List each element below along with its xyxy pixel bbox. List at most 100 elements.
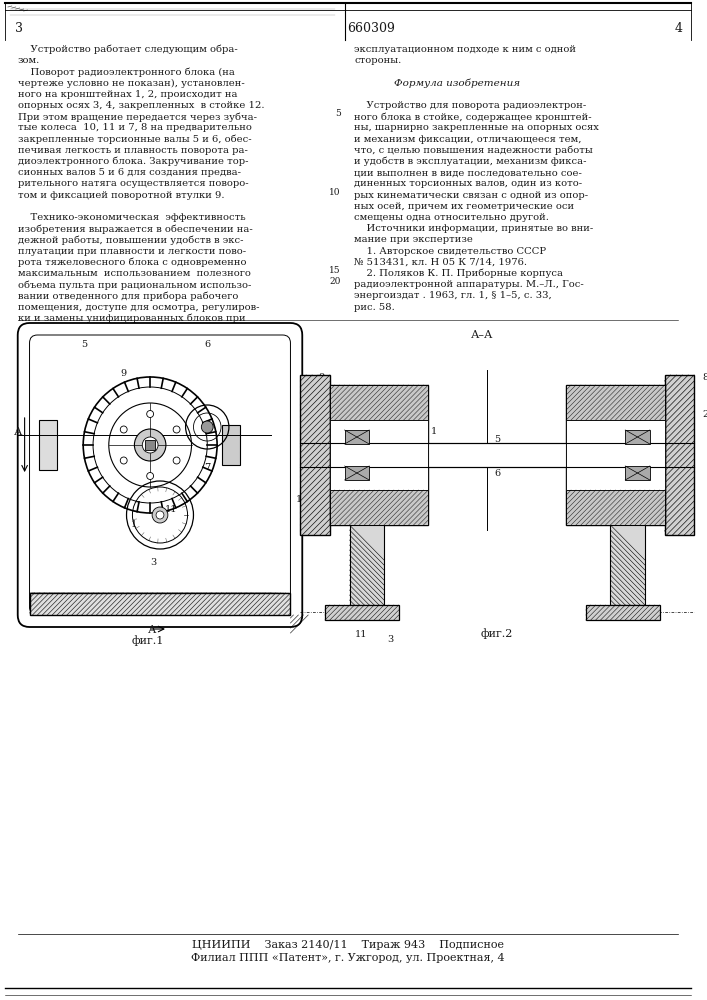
Text: Филиал ППП «Патент», г. Ужгород, ул. Проектная, 4: Филиал ППП «Патент», г. Ужгород, ул. Про… bbox=[191, 953, 504, 963]
Text: 3: 3 bbox=[15, 22, 23, 35]
Text: вании отведенного для прибора рабочего: вании отведенного для прибора рабочего bbox=[18, 291, 238, 301]
Text: 8: 8 bbox=[702, 373, 707, 382]
Bar bbox=[566, 420, 665, 490]
Text: 2: 2 bbox=[702, 410, 707, 419]
Bar bbox=[625, 466, 650, 480]
Text: 11: 11 bbox=[165, 505, 177, 514]
Text: эксплуатационном подходе к ним с одной: эксплуатационном подходе к ним с одной bbox=[354, 45, 576, 54]
Text: 6: 6 bbox=[494, 469, 501, 478]
Circle shape bbox=[152, 507, 168, 523]
Text: 10: 10 bbox=[310, 440, 322, 449]
Text: Устройство для поворота радиоэлектрон-: Устройство для поворота радиоэлектрон- bbox=[354, 101, 587, 110]
Text: радиоэлектронной аппаратуры. М.–Л., Гос-: радиоэлектронной аппаратуры. М.–Л., Гос- bbox=[354, 280, 584, 289]
Text: 5: 5 bbox=[81, 340, 88, 349]
Text: тые колеса  10, 11 и 7, 8 на предварительно: тые колеса 10, 11 и 7, 8 на предваритель… bbox=[18, 123, 252, 132]
Text: 10: 10 bbox=[225, 430, 238, 439]
Text: смещены одна относительно другой.: смещены одна относительно другой. bbox=[354, 213, 549, 222]
Text: опорных осях 3, 4, закрепленных  в стойке 12.: опорных осях 3, 4, закрепленных в стойке… bbox=[18, 101, 264, 110]
Text: объема пульта при рациональном использо-: объема пульта при рациональном использо- bbox=[18, 280, 251, 290]
Text: рис. 58.: рис. 58. bbox=[354, 303, 395, 312]
Text: печивая легкость и плавность поворота ра-: печивая легкость и плавность поворота ра… bbox=[18, 146, 247, 155]
Text: сионных валов 5 и 6 для создания предва-: сионных валов 5 и 6 для создания предва- bbox=[18, 168, 240, 177]
Text: O₁: O₁ bbox=[630, 450, 641, 459]
Bar bbox=[586, 605, 660, 620]
Text: 3: 3 bbox=[150, 558, 156, 567]
Bar bbox=[566, 490, 665, 525]
Text: что, с целью повышения надежности работы: что, с целью повышения надежности работы bbox=[354, 146, 593, 155]
Text: диненных торсионных валов, один из кото-: диненных торсионных валов, один из кото- bbox=[354, 179, 583, 188]
Text: ны, шарнирно закрепленные на опорных осях: ны, шарнирно закрепленные на опорных ося… bbox=[354, 123, 600, 132]
Text: изобретения выражается в обеспечении на-: изобретения выражается в обеспечении на- bbox=[18, 224, 252, 234]
Bar bbox=[344, 466, 369, 480]
Bar bbox=[325, 605, 399, 620]
Text: ки и замены унифицированных блоков при: ки и замены унифицированных блоков при bbox=[18, 314, 245, 323]
Circle shape bbox=[201, 421, 214, 433]
Text: максимальным  использованием  полезного: максимальным использованием полезного bbox=[18, 269, 250, 278]
Text: фиг.2: фиг.2 bbox=[481, 628, 513, 639]
Bar bbox=[330, 420, 428, 490]
Text: Формула изобретения: Формула изобретения bbox=[394, 79, 520, 88]
Text: 660309: 660309 bbox=[348, 22, 395, 35]
Text: 7: 7 bbox=[655, 420, 661, 429]
Text: 5: 5 bbox=[494, 435, 501, 444]
Text: O₁: O₁ bbox=[359, 450, 370, 459]
Text: закрепленные торсионные валы 5 и 6, обес-: закрепленные торсионные валы 5 и 6, обес… bbox=[18, 135, 252, 144]
Bar bbox=[40, 420, 57, 470]
Text: 10: 10 bbox=[329, 188, 341, 197]
Bar bbox=[566, 385, 665, 420]
Text: Технико-экономическая  эффективность: Технико-экономическая эффективность bbox=[18, 213, 245, 222]
Text: фиг.1: фиг.1 bbox=[132, 635, 164, 646]
Text: и механизм фиксации, отличающееся тем,: и механизм фиксации, отличающееся тем, bbox=[354, 135, 582, 144]
Bar bbox=[566, 385, 665, 525]
Text: 9: 9 bbox=[121, 369, 127, 378]
Text: 1: 1 bbox=[431, 427, 438, 436]
Circle shape bbox=[142, 437, 158, 453]
Text: том и фиксацией поворотной втулки 9.: том и фиксацией поворотной втулки 9. bbox=[18, 191, 224, 200]
Text: 4: 4 bbox=[653, 605, 659, 614]
Bar bbox=[625, 430, 650, 444]
Text: 5: 5 bbox=[335, 109, 341, 118]
Text: А: А bbox=[13, 427, 22, 437]
Text: А–А: А–А bbox=[472, 330, 493, 340]
Bar bbox=[665, 375, 694, 535]
Text: зом.: зом. bbox=[18, 56, 40, 65]
Text: плуатации при плавности и легкости пово-: плуатации при плавности и легкости пово- bbox=[18, 247, 246, 256]
Bar bbox=[344, 430, 369, 444]
Text: стороны.: стороны. bbox=[354, 56, 402, 65]
Text: 7: 7 bbox=[204, 463, 211, 472]
Text: 3: 3 bbox=[387, 635, 393, 644]
Bar bbox=[30, 593, 291, 615]
Text: 0: 0 bbox=[344, 609, 351, 618]
Text: рых кинематически связан с одной из опор-: рых кинематически связан с одной из опор… bbox=[354, 191, 588, 200]
Text: ного блока в стойке, содержащее кронштей-: ного блока в стойке, содержащее кронштей… bbox=[354, 112, 592, 122]
Circle shape bbox=[147, 473, 153, 480]
Text: ции выполнен в виде последовательно сое-: ции выполнен в виде последовательно сое- bbox=[354, 168, 583, 177]
Text: 15: 15 bbox=[329, 266, 341, 275]
Text: помещения, доступе для осмотра, регулиров-: помещения, доступе для осмотра, регулиро… bbox=[18, 303, 259, 312]
Bar bbox=[349, 525, 384, 605]
Text: дежной работы, повышении удобств в экс-: дежной работы, повышении удобств в экс- bbox=[18, 235, 243, 245]
Text: рительного натяга осуществляется поворо-: рительного натяга осуществляется поворо- bbox=[18, 179, 248, 188]
Text: и удобств в эксплуатации, механизм фикса-: и удобств в эксплуатации, механизм фикса… bbox=[354, 157, 587, 166]
Text: диоэлектронного блока. Закручивание тор-: диоэлектронного блока. Закручивание тор- bbox=[18, 157, 248, 166]
Text: чертеже условно не показан), установлен-: чертеже условно не показан), установлен- bbox=[18, 79, 245, 88]
Text: 9: 9 bbox=[318, 373, 324, 382]
Text: А: А bbox=[148, 625, 156, 635]
Text: 1: 1 bbox=[131, 520, 136, 529]
Bar bbox=[428, 443, 566, 467]
Circle shape bbox=[173, 457, 180, 464]
Bar bbox=[610, 525, 645, 605]
Text: Устройство работает следующим обра-: Устройство работает следующим обра- bbox=[18, 45, 238, 54]
Circle shape bbox=[120, 457, 127, 464]
Circle shape bbox=[173, 426, 180, 433]
Bar bbox=[330, 490, 428, 525]
Text: 0: 0 bbox=[283, 609, 288, 618]
Bar bbox=[222, 425, 240, 465]
Circle shape bbox=[156, 511, 164, 519]
Text: мание при экспертизе: мание при экспертизе bbox=[354, 235, 473, 244]
Text: ЦНИИПИ    Заказ 2140/11    Тираж 943    Подписное: ЦНИИПИ Заказ 2140/11 Тираж 943 Подписное bbox=[192, 940, 503, 950]
Text: энергоиздат . 1963, гл. 1, § 1–5, с. 33,: энергоиздат . 1963, гл. 1, § 1–5, с. 33, bbox=[354, 291, 552, 300]
Bar bbox=[300, 375, 330, 535]
Text: 6: 6 bbox=[204, 340, 211, 349]
Text: 1. Авторское свидетельство СССР: 1. Авторское свидетельство СССР bbox=[354, 247, 547, 256]
